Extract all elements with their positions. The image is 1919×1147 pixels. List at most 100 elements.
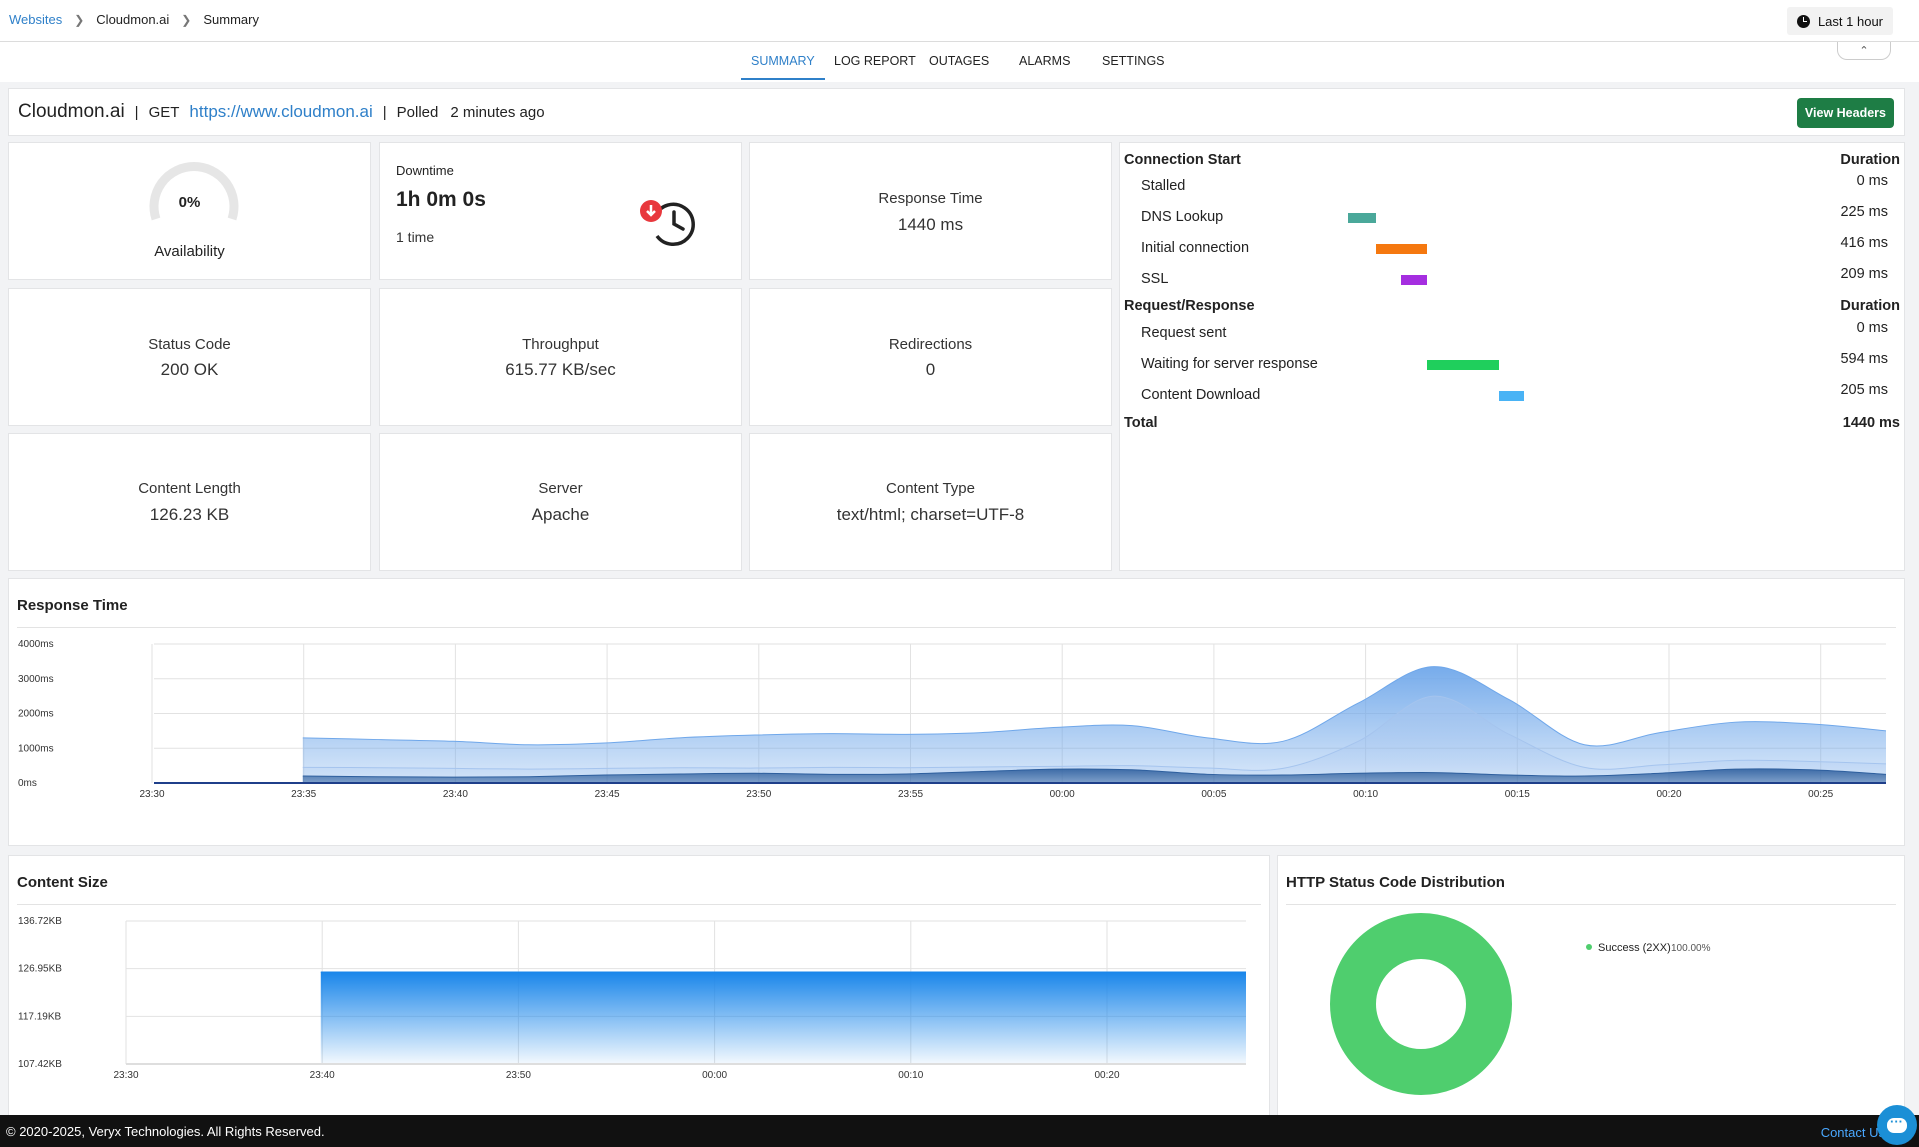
server-label: Server <box>538 480 583 497</box>
tab-settings[interactable]: SETTINGS <box>1102 54 1165 68</box>
throughput-label: Throughput <box>522 336 599 353</box>
connection-phase-bar <box>1375 244 1427 254</box>
chevron-right-icon: ❯ <box>181 12 192 27</box>
connection-phase-label: DNS Lookup <box>1141 209 1224 225</box>
downtime-card: Downtime 1h 0m 0s 1 time <box>379 142 742 280</box>
y-tick-label: 1000ms <box>18 743 54 754</box>
total-label: Total <box>1124 415 1158 431</box>
content-length-value: 126.23 KB <box>149 505 230 524</box>
pie-slice-success <box>1330 913 1512 1095</box>
chat-button[interactable] <box>1877 1105 1917 1145</box>
http-method: GET <box>148 103 180 121</box>
request-response-header: Request/Response <box>1124 298 1255 314</box>
redirections-label: Redirections <box>888 336 973 353</box>
breadcrumb-websites-link[interactable]: Websites <box>9 12 63 27</box>
status-distribution-title: HTTP Status Code Distribution <box>1286 874 1505 891</box>
downtime-label: Downtime <box>396 163 454 178</box>
connection-phase-bar <box>1348 213 1376 223</box>
contact-us-link[interactable]: Contact Us <box>1820 1125 1885 1140</box>
response-time-value: 1440 ms <box>897 215 964 234</box>
time-range-button[interactable]: Last 1 hour <box>1786 7 1893 35</box>
series-line-1 <box>302 695 1887 771</box>
series-area-1 <box>302 696 1887 783</box>
status-code-card: Status Code 200 OK <box>8 288 371 426</box>
total-value: 1440 ms <box>1842 415 1900 431</box>
connection-phase-label: Stalled <box>1141 178 1186 194</box>
chat-icon <box>1887 1114 1907 1133</box>
x-tick-label: 00:00 <box>702 1070 727 1081</box>
y-tick-label: 136.72KB <box>18 916 62 927</box>
response-time-chart-title: Response Time <box>17 597 128 614</box>
x-tick-label: 00:00 <box>1050 789 1075 800</box>
redirections-card: Redirections 0 <box>749 288 1112 426</box>
polled-label: Polled <box>396 103 439 121</box>
y-tick-label: 0ms <box>18 778 37 789</box>
throughput-card: Throughput 615.77 KB/sec <box>379 288 742 426</box>
breadcrumb-site-link[interactable]: Cloudmon.ai <box>96 12 170 27</box>
y-tick-label: 2000ms <box>18 709 54 720</box>
time-range-label: Last 1 hour <box>1817 13 1883 29</box>
request-phase-duration: 594 ms <box>1840 351 1888 367</box>
connection-start-header: Connection Start <box>1124 152 1241 168</box>
monitor-url-link[interactable]: https://www.cloudmon.ai <box>189 102 373 121</box>
legend-swatch <box>1586 944 1592 950</box>
content-size-chart: 107.42KB 117.19KB 126.95KB 136.72KB 23:30 23:… <box>18 916 1247 1081</box>
breadcrumb-current: Summary <box>203 12 259 27</box>
x-tick-label: 23:40 <box>443 789 468 800</box>
content-size-chart-title: Content Size <box>17 874 108 891</box>
legend-label: Success (2XX) <box>1598 942 1671 954</box>
footer: © 2020-2025, Veryx Technologies. All Rig… <box>0 1115 1919 1147</box>
connection-phase-bar <box>1400 275 1427 285</box>
downtime-count: 1 time <box>396 229 435 245</box>
view-headers-button[interactable]: View Headers <box>1796 98 1894 128</box>
availability-card: 0% Availability <box>8 142 371 280</box>
copyright-text: © 2020-2025, Veryx Technologies. All Rig… <box>6 1123 325 1139</box>
redirections-value: 0 <box>925 360 936 379</box>
separator: | <box>382 103 387 121</box>
breadcrumb: Websites ❯ Cloudmon.ai ❯ Summary <box>9 12 259 27</box>
top-bar: Websites ❯ Cloudmon.ai ❯ Summary Last 1 … <box>0 0 1919 42</box>
availability-gauge <box>149 162 239 221</box>
x-tick-label: 23:55 <box>898 789 923 800</box>
x-tick-label: 00:10 <box>898 1070 923 1081</box>
duration-header: Duration <box>1840 152 1900 168</box>
x-tick-label: 23:50 <box>746 789 771 800</box>
tab-log-report[interactable]: LOG REPORT <box>834 54 916 68</box>
x-tick-label: 23:50 <box>506 1070 531 1081</box>
tab-summary[interactable]: SUMMARY <box>741 54 825 80</box>
x-tick-label: 00:25 <box>1808 789 1833 800</box>
y-tick-label: 117.19KB <box>18 1011 62 1022</box>
availability-value: 0% <box>178 194 201 211</box>
tab-alarms[interactable]: ALARMS <box>1019 54 1071 68</box>
request-timing-waterfall: Connection Start Duration Stalled 0 ms DNS… <box>1119 142 1905 571</box>
x-tick-label: 00:05 <box>1201 789 1226 800</box>
response-time-card: Response Time 1440 ms <box>749 142 1112 280</box>
x-tick-label: 00:10 <box>1353 789 1378 800</box>
chevron-right-icon: ❯ <box>74 12 85 27</box>
y-tick-label: 126.95KB <box>18 964 62 975</box>
x-tick-label: 00:20 <box>1094 1070 1119 1081</box>
request-phase-label: Content Download <box>1141 387 1261 403</box>
downtime-history-icon <box>640 200 695 247</box>
server-value: Apache <box>531 505 590 524</box>
x-tick-label: 23:30 <box>113 1070 138 1081</box>
request-phase-bar <box>1499 391 1525 401</box>
content-type-card: Content Type text/html; charset=UTF-8 <box>749 433 1112 571</box>
response-time-chart-card: Response Time 0ms 1000ms 2000ms 3000ms 4000m… <box>8 578 1905 846</box>
clock-icon <box>1796 14 1810 28</box>
collapse-toggle[interactable]: ⌃ <box>1837 42 1891 60</box>
content-type-value: text/html; charset=UTF-8 <box>836 505 1025 524</box>
x-tick-label: 23:35 <box>291 789 316 800</box>
content-size-chart-card: Content Size 107.42KB 117.19KB 126.95KB 136… <box>8 855 1270 1117</box>
connection-phase-duration: 416 ms <box>1840 235 1888 251</box>
status-distribution-card: HTTP Status Code Distribution Success (2… <box>1277 855 1905 1117</box>
chevron-up-icon: ⌃ <box>1859 45 1869 57</box>
connection-phase-duration: 0 ms <box>1856 173 1888 189</box>
tab-outages[interactable]: OUTAGES <box>929 54 990 68</box>
connection-phase-label: SSL <box>1141 271 1169 287</box>
polled-value: 2 minutes ago <box>450 103 545 121</box>
status-code-value: 200 OK <box>160 360 219 379</box>
y-tick-label: 107.42KB <box>18 1059 62 1070</box>
request-phase-bar <box>1426 360 1500 370</box>
throughput-value: 615.77 KB/sec <box>505 360 616 379</box>
